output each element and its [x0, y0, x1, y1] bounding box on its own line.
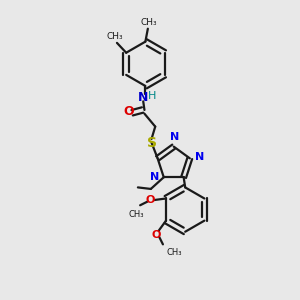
Text: O: O [152, 230, 161, 239]
Text: S: S [146, 136, 157, 150]
Text: CH₃: CH₃ [140, 18, 157, 27]
Text: N: N [195, 152, 205, 162]
Text: N: N [138, 91, 148, 104]
Text: CH₃: CH₃ [128, 210, 144, 219]
Text: CH₃: CH₃ [167, 248, 182, 257]
Text: O: O [146, 195, 155, 205]
Text: N: N [170, 132, 179, 142]
Text: O: O [123, 105, 134, 118]
Text: H: H [148, 91, 157, 101]
Text: CH₃: CH₃ [106, 32, 123, 41]
Text: N: N [150, 172, 159, 182]
